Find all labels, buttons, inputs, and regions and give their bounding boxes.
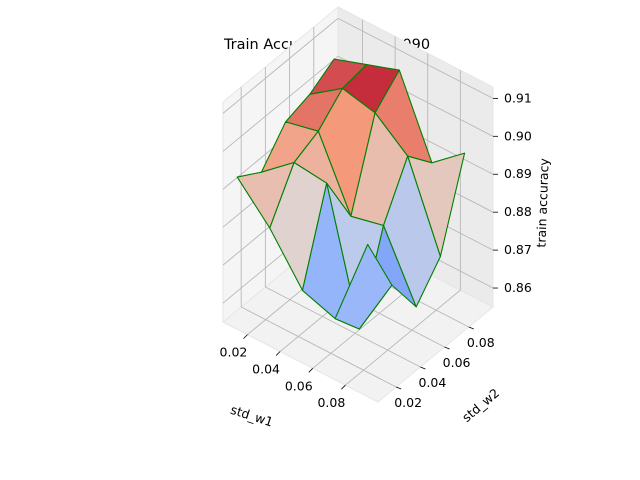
z-tick-label: 0.87	[504, 242, 532, 257]
z-gridline	[222, 18, 339, 114]
y-gridline	[240, 306, 397, 388]
z-tick-label: 0.88	[504, 204, 532, 219]
y-tick-mark	[444, 346, 450, 350]
y-tick-mark	[468, 326, 474, 330]
x-tick-label: 0.06	[285, 378, 313, 393]
z-axis-label: train accuracy	[533, 157, 551, 248]
z-tick-label: 0.90	[504, 128, 532, 143]
surface-plot	[236, 58, 466, 330]
x-gridline	[345, 289, 461, 386]
x-tick-label: 0.08	[317, 395, 345, 410]
z-tick-label: 0.91	[504, 90, 532, 105]
x-tick-mark	[243, 334, 248, 339]
y-tick-mark	[420, 366, 426, 370]
y-gridline	[265, 286, 421, 368]
x-axis: 0.02 0.04 0.06 0.08	[220, 334, 346, 410]
x-tick-label: 0.04	[252, 361, 280, 376]
y-axis-label: std_w2	[459, 385, 502, 425]
y-tick-label: 0.02	[394, 395, 422, 410]
z-axis: 0.86 0.87 0.88 0.89 0.90 0.91	[493, 90, 532, 295]
z-gridline	[222, 55, 339, 152]
x-tick-mark	[308, 368, 314, 373]
y-tick-mark	[396, 386, 402, 390]
z-tick-label: 0.86	[504, 280, 532, 295]
x-tick-mark	[275, 351, 281, 356]
y-tick-label: 0.08	[467, 335, 495, 350]
surface-facet	[334, 243, 393, 330]
y-tick-label: 0.06	[443, 355, 471, 370]
x-axis-label: std_w1	[229, 402, 275, 430]
y-axis: 0.02 0.04 0.06 0.08	[394, 326, 495, 410]
x-tick-mark	[341, 384, 346, 390]
z-tick-label: 0.89	[504, 166, 532, 181]
x-tick-label: 0.02	[220, 345, 248, 360]
y-tick-label: 0.04	[418, 375, 446, 390]
z-gridline	[337, 17, 494, 99]
